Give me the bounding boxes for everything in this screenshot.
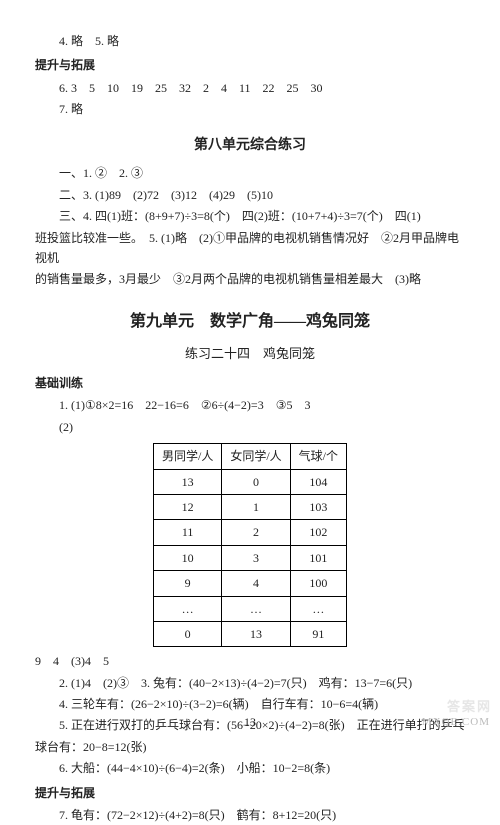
cell: … [290,596,346,621]
section-heading-tisheng-1: 提升与拓展 [35,55,465,75]
data-table: 男同学/人 女同学/人 气球/个 130104 121103 112102 10… [153,443,347,647]
cell: 4 [222,571,290,596]
cell: 0 [222,469,290,494]
cell: 101 [290,545,346,570]
answer-line: 4. 略 5. 略 [35,31,465,51]
answer-line: 6. 大船：(44−4×10)÷(6−4)=2(条) 小船：10−2=8(条) [35,758,465,778]
table-row: 112102 [153,520,346,545]
table-row: 121103 [153,494,346,519]
cell: 13 [222,621,290,646]
cell: 3 [222,545,290,570]
cell: 102 [290,520,346,545]
table-row: 01391 [153,621,346,646]
unit9-subtitle: 练习二十四 鸡兔同笼 [35,343,465,365]
answer-line: 6. 3 5 10 19 25 32 2 4 11 22 25 30 [35,78,465,98]
unit9-title: 第九单元 数学广角——鸡兔同笼 [35,308,465,335]
answer-line: 三、4. 四(1)班：(8+9+7)÷3=8(个) 四(2)班：(10+7+4)… [35,206,465,226]
cell: 103 [290,494,346,519]
cell: 13 [153,469,221,494]
table-header-row: 男同学/人 女同学/人 气球/个 [153,444,346,469]
unit8-title: 第八单元综合练习 [35,134,465,158]
cell: … [222,596,290,621]
watermark-url: MXQE.COM [422,713,490,732]
cell: 2 [222,520,290,545]
col-header: 男同学/人 [153,444,221,469]
cell: … [153,596,221,621]
table-row: ……… [153,596,346,621]
answer-line: 一、1. ② 2. ③ [35,163,465,183]
section-heading-jichu: 基础训练 [35,373,465,393]
cell: 10 [153,545,221,570]
cell: 12 [153,494,221,519]
answer-line: 2. (1)4 (2)③ 3. 兔有：(40−2×13)÷(4−2)=7(只) … [35,673,465,693]
answer-line: 的销售量最多，3月最少 ③2月两个品牌的电视机销售量相差最大 (3)略 [35,269,465,289]
answer-line: 二、3. (1)89 (2)72 (3)12 (4)29 (5)10 [35,185,465,205]
col-header: 女同学/人 [222,444,290,469]
cell: 104 [290,469,346,494]
cell: 1 [222,494,290,519]
col-header: 气球/个 [290,444,346,469]
cell: 11 [153,520,221,545]
cell: 0 [153,621,221,646]
answer-line: 班投篮比较准一些。 5. (1)略 (2)①甲品牌的电视机销售情况好 ②2月甲品… [35,228,465,269]
cell: 91 [290,621,346,646]
answer-line: 9 4 (3)4 5 [35,651,465,671]
answer-line: (2) [35,417,465,437]
cell: 100 [290,571,346,596]
table-row: 130104 [153,469,346,494]
table-row: 103101 [153,545,346,570]
answer-line: 7. 略 [35,99,465,119]
answer-line: 1. (1)①8×2=16 22−16=6 ②6÷(4−2)=3 ③5 3 [35,395,465,415]
section-heading-tisheng-2: 提升与拓展 [35,783,465,803]
table-row: 94100 [153,571,346,596]
cell: 9 [153,571,221,596]
answer-line: 7. 龟有：(72−2×12)÷(4+2)=8(只) 鹤有：8+12=20(只) [35,805,465,825]
